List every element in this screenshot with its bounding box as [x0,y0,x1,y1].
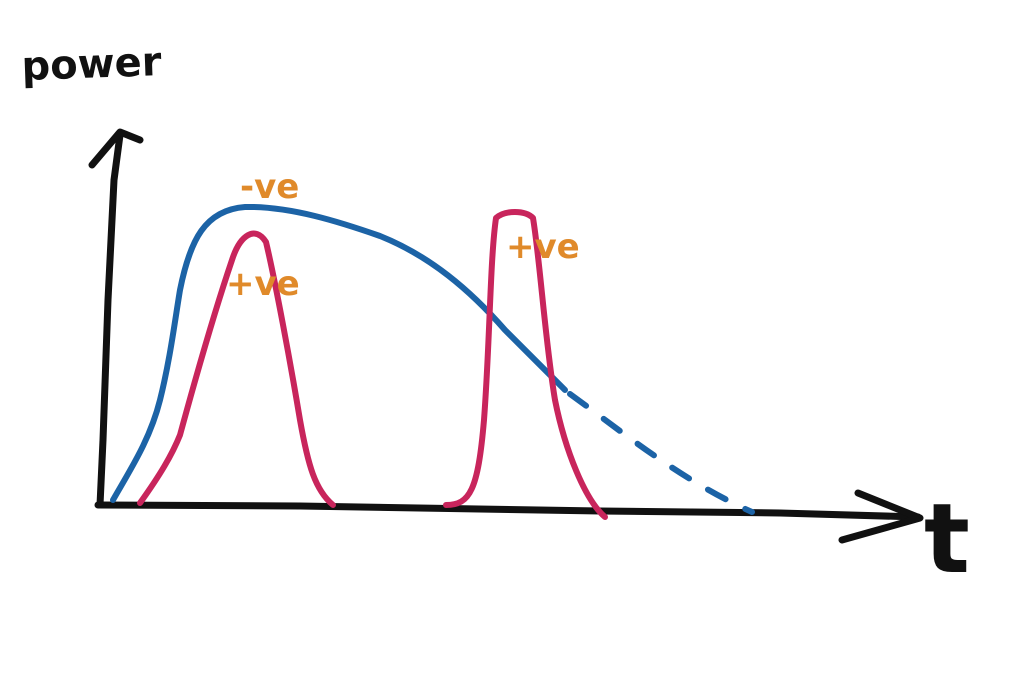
y-axis [88,128,144,509]
y-axis-arrowhead [88,128,144,169]
annotation-blue-negative: -ve [240,167,299,207]
pink-peak-1 [137,230,336,508]
blue-curve-solid [110,203,568,503]
x-axis-arrowhead [838,489,924,544]
y-axis-line [96,131,124,509]
x-axis-label: t [924,483,970,595]
x-axis-line [94,501,922,521]
y-axis-label: power [21,39,163,90]
blue-curve-dashed [567,391,755,515]
x-axis [94,489,924,544]
annotation-pink-peak-1: +ve [226,264,300,304]
annotation-pink-peak-2: +ve [506,227,580,267]
pink-peak-2 [443,209,608,520]
